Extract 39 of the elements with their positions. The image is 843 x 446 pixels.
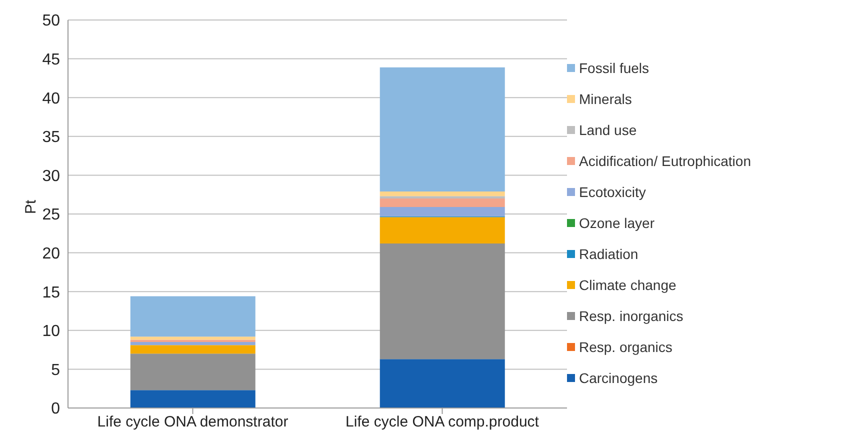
y-tick-label: 15 (42, 284, 60, 302)
bar (130, 345, 256, 354)
bar (380, 243, 505, 360)
bar (380, 67, 505, 192)
bar (130, 336, 256, 340)
bar (380, 207, 505, 216)
legend-label: Ecotoxicity (579, 184, 646, 200)
legend-label: Acidification/ Eutrophication (579, 153, 751, 169)
y-tick-label: 20 (42, 245, 60, 262)
legend-label: Minerals (579, 91, 632, 107)
legend-label: Land use (579, 122, 637, 138)
y-axis-title: Pt (22, 198, 40, 214)
y-tick-label: 5 (51, 362, 60, 379)
bar (380, 198, 505, 208)
bar (130, 354, 256, 390)
x-tick-label: Life cycle ONA comp.product (346, 414, 540, 431)
bar (130, 296, 256, 337)
bar (380, 217, 505, 244)
legend-label: Resp. inorganics (579, 308, 684, 324)
legend-label: Ozone layer (579, 215, 654, 231)
bar (380, 359, 505, 408)
x-tick-label: Life cycle ONA demonstrator (97, 414, 288, 431)
legend-label: Fossil fuels (579, 60, 650, 76)
legend-label: Radiation (579, 246, 638, 262)
y-tick-label: 10 (42, 323, 60, 340)
y-tick-label: 35 (42, 129, 60, 146)
legend-label: Resp. organics (579, 339, 672, 355)
bar (130, 342, 256, 346)
legend-label: Climate change (579, 277, 676, 293)
y-tick-label: 0 (51, 400, 60, 418)
y-tick-label: 25 (42, 206, 60, 224)
y-tick-label: 45 (42, 51, 60, 68)
y-tick-label: 40 (42, 90, 60, 108)
y-tick-label: 30 (42, 168, 60, 185)
legend-label: Carcinogens (579, 370, 658, 386)
y-tick-label: 50 (42, 12, 60, 30)
bar (130, 390, 256, 408)
bar (130, 340, 256, 342)
bar (380, 191, 505, 196)
